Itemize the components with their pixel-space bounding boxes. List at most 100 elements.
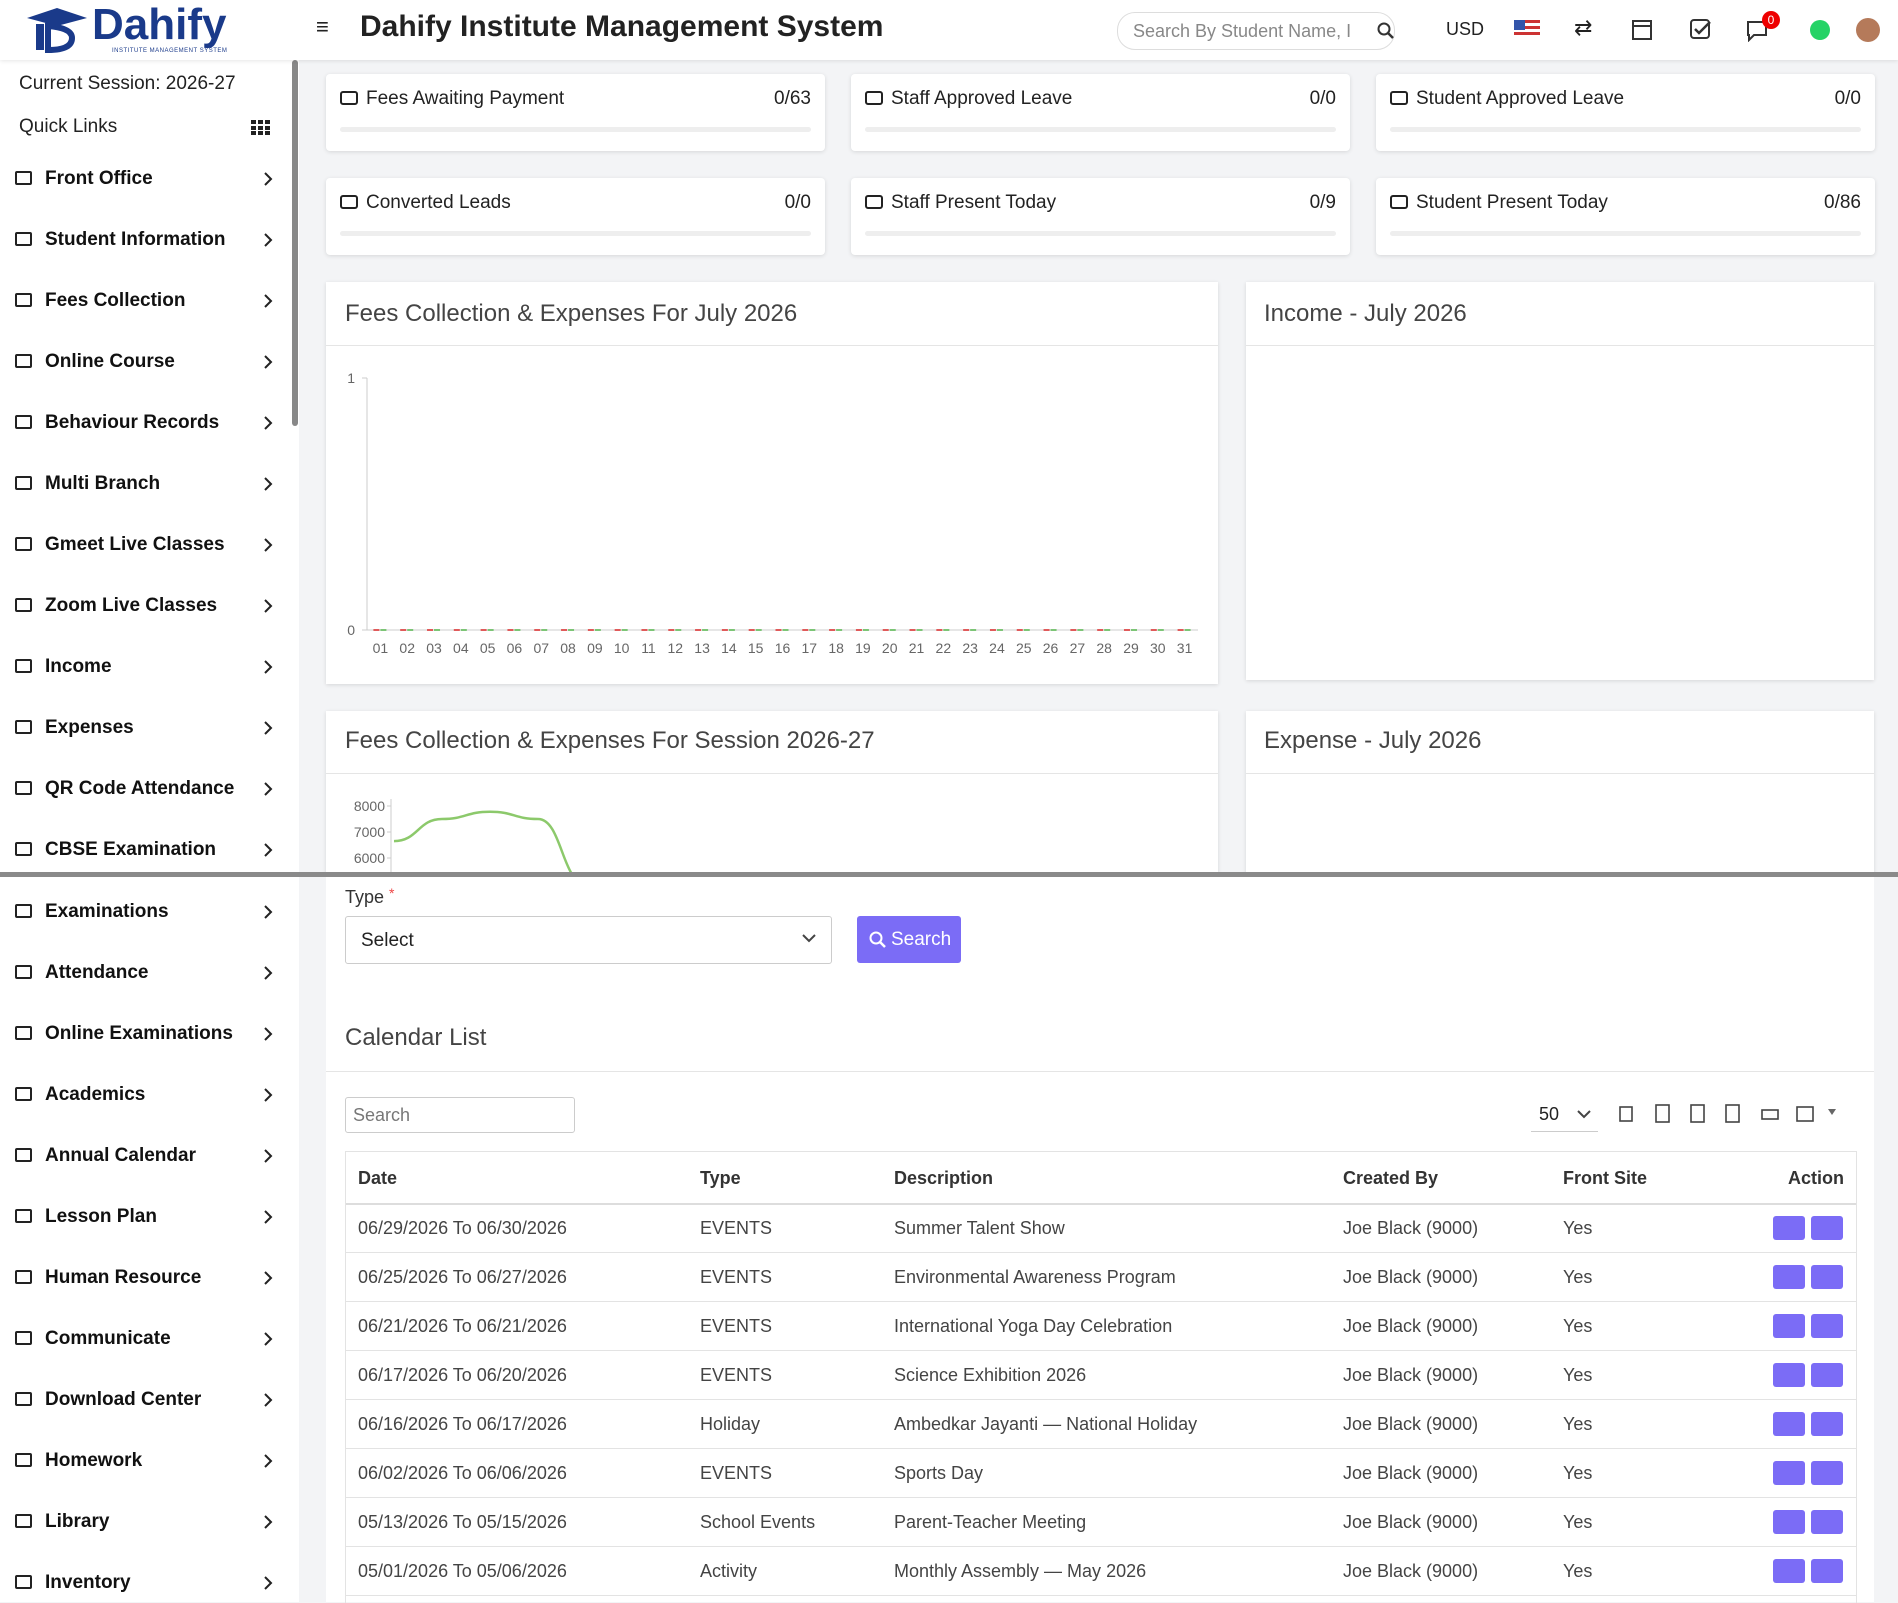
panel-title: Fees Collection & Expenses For Session 2… (345, 727, 875, 754)
currency[interactable]: USD (1446, 19, 1485, 39)
column-header[interactable]: Created By (1343, 1168, 1439, 1188)
table-cell: Joe Black (9000) (1343, 1267, 1479, 1287)
page-size[interactable]: 50 (1531, 1097, 1598, 1132)
flag-icon[interactable] (1514, 20, 1540, 38)
menu-item[interactable]: Behaviour Records (0, 403, 290, 443)
menu-icon (15, 415, 32, 429)
bar (400, 629, 407, 631)
search-icon (1377, 22, 1394, 39)
menu-item[interactable]: Online Examinations (0, 1014, 290, 1054)
card-icon (340, 91, 358, 105)
calendar-card: Type * Select Search Calendar List Searc… (326, 877, 1874, 1603)
progress-track (1390, 231, 1861, 236)
bar (809, 629, 816, 631)
menu-item[interactable]: Inventory (0, 1563, 290, 1603)
search-icon (869, 931, 886, 948)
table-cell: EVENTS (700, 1463, 773, 1483)
menu-item[interactable]: Zoom Live Classes (0, 586, 290, 626)
menu-item[interactable]: Download Center (0, 1380, 290, 1420)
chevron-path (264, 660, 273, 674)
user-avatar[interactable] (1856, 18, 1880, 42)
type-select[interactable]: Select (345, 916, 832, 964)
menu-item[interactable]: Attendance (0, 953, 290, 993)
edit-button[interactable] (1773, 1559, 1805, 1583)
menu-item[interactable]: QR Code Attendance (0, 769, 290, 809)
menu-item[interactable]: Gmeet Live Classes (0, 525, 290, 565)
menu-item[interactable]: CBSE Examination (0, 830, 290, 870)
stat-card[interactable]: Staff Approved Leave 0/0 (851, 74, 1350, 151)
menu-item[interactable]: Annual Calendar (0, 1136, 290, 1176)
delete-button[interactable] (1811, 1412, 1843, 1436)
grid-icon[interactable] (251, 120, 271, 135)
stat-card[interactable]: Converted Leads 0/0 (326, 178, 825, 255)
stat-card[interactable]: Fees Awaiting Payment 0/63 (326, 74, 825, 151)
menu-icon (15, 1087, 32, 1101)
stat-card[interactable]: Staff Present Today 0/9 (851, 178, 1350, 255)
menu-label: Student Information (45, 229, 226, 250)
chart-panel: Fees Collection & Expenses For July 2026… (326, 282, 1218, 684)
menu-item[interactable]: Student Information (0, 220, 290, 260)
edit-button[interactable] (1773, 1412, 1805, 1436)
table-cell: 05/01/2026 To 05/06/2026 (358, 1561, 567, 1581)
edit-button[interactable] (1773, 1216, 1805, 1240)
stat-card[interactable]: Student Present Today 0/86 (1376, 178, 1875, 255)
column-header[interactable]: Action (1788, 1168, 1844, 1188)
quick-links[interactable]: Quick Links (19, 116, 118, 137)
menu-item[interactable]: Homework (0, 1441, 290, 1481)
column-header[interactable]: Description (894, 1168, 994, 1188)
menu-item[interactable]: Examinations (0, 892, 290, 932)
whatsapp-icon[interactable] (1810, 20, 1830, 40)
divider (1246, 773, 1874, 774)
chevron (264, 1027, 273, 1041)
calendar-icon[interactable] (1632, 18, 1652, 40)
chevron (264, 782, 273, 796)
bar (1123, 629, 1130, 631)
menu-item[interactable]: Human Resource (0, 1258, 290, 1298)
chart-panel: Fees Collection & Expenses For Session 2… (326, 711, 1218, 874)
menu-item[interactable]: Academics (0, 1075, 290, 1115)
export-tools[interactable] (1616, 1101, 1846, 1127)
card-label: Staff Present Today (891, 192, 1057, 213)
edit-button[interactable] (1773, 1314, 1805, 1338)
edit-button[interactable] (1773, 1363, 1805, 1387)
x-tick-label: 21 (909, 640, 925, 656)
delete-button[interactable] (1811, 1314, 1843, 1338)
menu-item[interactable]: Online Course (0, 342, 290, 382)
menu-item[interactable]: Library (0, 1502, 290, 1542)
table-search[interactable]: Search (345, 1097, 575, 1133)
logo-icon (27, 8, 87, 54)
edit-button[interactable] (1773, 1265, 1805, 1289)
column-header[interactable]: Front Site (1563, 1168, 1647, 1188)
bar (1157, 629, 1164, 631)
delete-button[interactable] (1811, 1363, 1843, 1387)
switch-icon[interactable]: ⇄ (1574, 15, 1593, 40)
menu-item[interactable]: Expenses (0, 708, 290, 748)
delete-button[interactable] (1811, 1510, 1843, 1534)
menu-label: Academics (45, 1084, 146, 1105)
column-header[interactable]: Date (358, 1168, 398, 1188)
menu-item[interactable]: Lesson Plan (0, 1197, 290, 1237)
delete-button[interactable] (1811, 1265, 1843, 1289)
table-cell: International Yoga Day Celebration (894, 1316, 1173, 1336)
card-value: 0/9 (1309, 192, 1336, 213)
menu-label: Examinations (45, 901, 169, 922)
menu-item[interactable]: Communicate (0, 1319, 290, 1359)
menu-toggle[interactable]: ≡ (316, 14, 329, 39)
menu-item[interactable]: Income (0, 647, 290, 687)
menu-item[interactable]: Multi Branch (0, 464, 290, 504)
menu-item[interactable]: Fees Collection (0, 281, 290, 321)
stat-card[interactable]: Student Approved Leave 0/0 (1376, 74, 1875, 151)
column-header[interactable]: Type (700, 1168, 741, 1188)
menu-item[interactable]: Front Office (0, 159, 290, 199)
bar (380, 629, 387, 631)
edit-button[interactable] (1773, 1461, 1805, 1485)
x-tick-label: 03 (426, 640, 442, 656)
chevron (264, 905, 273, 919)
delete-button[interactable] (1811, 1461, 1843, 1485)
edit-button[interactable] (1773, 1510, 1805, 1534)
delete-button[interactable] (1811, 1559, 1843, 1583)
task-icon[interactable] (1690, 18, 1712, 40)
search-button[interactable]: Search (857, 916, 961, 963)
global-search[interactable]: Search By Student Name, I (1117, 12, 1395, 50)
delete-button[interactable] (1811, 1216, 1843, 1240)
